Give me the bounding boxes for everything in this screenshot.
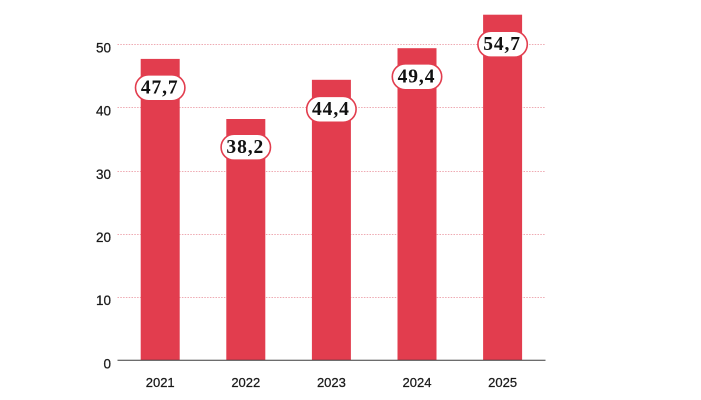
svg-text:30: 30 [96, 167, 111, 182]
svg-text:0: 0 [103, 356, 111, 371]
svg-text:44,4: 44,4 [312, 99, 350, 120]
svg-text:50: 50 [96, 41, 111, 56]
svg-text:49,4: 49,4 [398, 67, 436, 88]
svg-text:47,7: 47,7 [141, 78, 179, 99]
svg-text:20: 20 [96, 230, 111, 245]
svg-text:40: 40 [96, 104, 111, 119]
svg-text:2025: 2025 [488, 375, 517, 390]
svg-text:2022: 2022 [231, 375, 260, 390]
svg-text:2021: 2021 [146, 375, 175, 390]
svg-text:54,7: 54,7 [483, 34, 521, 55]
svg-text:2024: 2024 [403, 375, 432, 390]
svg-text:2023: 2023 [317, 375, 346, 390]
svg-text:38,2: 38,2 [226, 137, 264, 158]
svg-text:10: 10 [96, 293, 111, 308]
